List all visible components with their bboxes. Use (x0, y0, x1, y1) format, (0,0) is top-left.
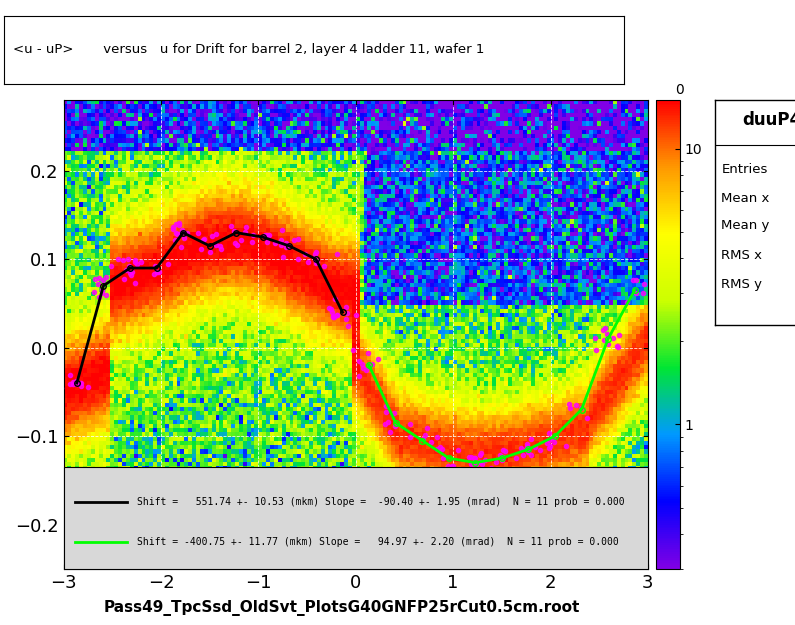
Text: Shift = -400.75 +- 11.77 (mkm) Slope =   94.97 +- 2.20 (mrad)  N = 11 prob = 0.0: Shift = -400.75 +- 11.77 (mkm) Slope = 9… (137, 538, 619, 548)
Text: RMS x: RMS x (721, 249, 762, 262)
Text: <u - uP>       versus   u for Drift for barrel 2, layer 4 ladder 11, wafer 1: <u - uP> versus u for Drift for barrel 2… (14, 44, 485, 56)
Text: Shift =   551.74 +- 10.53 (mkm) Slope =  -90.40 +- 1.95 (mrad)  N = 11 prob = 0.: Shift = 551.74 +- 10.53 (mkm) Slope = -9… (137, 498, 624, 508)
Text: Entries: Entries (721, 163, 768, 176)
Text: duuP4111: duuP4111 (743, 111, 795, 129)
Text: RMS y: RMS y (721, 278, 762, 291)
Text: Mean x: Mean x (721, 192, 770, 206)
Text: 0: 0 (675, 83, 684, 97)
Text: Mean y: Mean y (721, 219, 770, 232)
Bar (64, 467, 648, 569)
Text: Pass49_TpcSsd_OldSvt_PlotsG40GNFP25rCut0.5cm.root: Pass49_TpcSsd_OldSvt_PlotsG40GNFP25rCut0… (103, 599, 580, 616)
